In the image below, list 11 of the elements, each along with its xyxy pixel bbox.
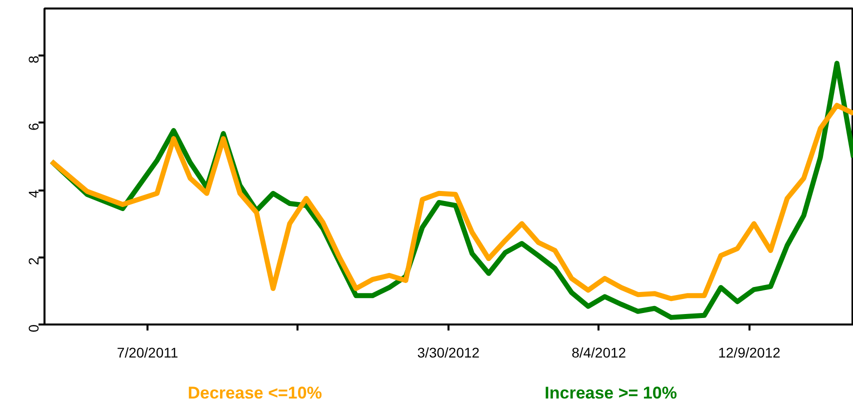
x-tick-label: 12/9/2012 <box>718 344 781 360</box>
y-tick-label: 0 <box>26 324 42 332</box>
text: Decrease <=10% <box>188 384 322 402</box>
y-tick-label: 6 <box>26 122 42 131</box>
y-tick-label: 2 <box>26 257 42 266</box>
text: Increase >= 10% <box>544 384 677 402</box>
y-tick-label: 4 <box>26 190 42 198</box>
x-tick-label: 7/20/2011 <box>116 344 178 360</box>
x-tick-label: 8/4/2012 <box>572 344 626 360</box>
y-tick-label: 8 <box>26 55 42 64</box>
x-tick-label: 3/30/2012 <box>417 344 480 360</box>
